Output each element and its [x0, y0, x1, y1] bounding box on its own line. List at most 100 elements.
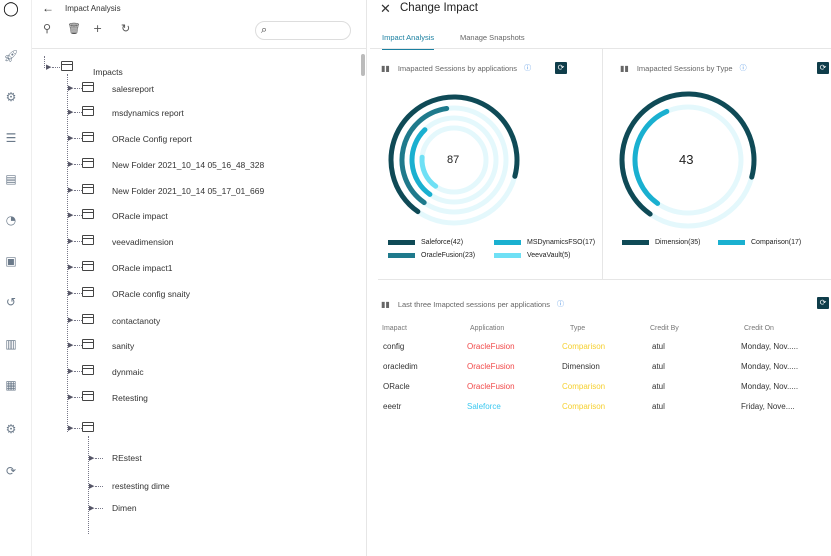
arc-veevavault[interactable]	[419, 154, 439, 189]
expand-arrow-icon[interactable]: ▶	[68, 85, 74, 92]
tree-node[interactable]: REstest	[112, 453, 142, 463]
folder-icon	[82, 365, 94, 375]
close-icon[interactable]: ✕	[380, 1, 391, 16]
expand-arrow-icon[interactable]: ▶	[89, 483, 95, 490]
tree-node[interactable]: ORacle Config report	[112, 134, 192, 144]
expand-arrow-icon[interactable]: ▶	[68, 425, 74, 432]
tree-node[interactable]: veevadimension	[112, 237, 174, 247]
column-header[interactable]: Type	[570, 325, 586, 332]
table-cell[interactable]: oracledim	[383, 362, 418, 371]
rocket-icon[interactable]: 🚀︎	[3, 49, 19, 63]
tree-node[interactable]: restesting dime	[112, 481, 170, 491]
sync-icon[interactable]: ⟳	[5, 464, 17, 478]
table-icon[interactable]: ▤	[5, 172, 17, 186]
search-input[interactable]: ⌕	[255, 21, 351, 40]
search-icon: ⌕	[261, 23, 268, 36]
analytics-icon[interactable]: ▦	[5, 378, 17, 392]
table-cell[interactable]: config	[383, 342, 405, 351]
info-icon[interactable]: ⓘ	[556, 300, 564, 308]
folder-icon	[82, 391, 94, 401]
chart-type	[619, 91, 757, 229]
refresh-button[interactable]: ⟳	[817, 297, 829, 309]
bar-chart-icon[interactable]: ▥	[5, 337, 17, 351]
table-cell: atul	[652, 362, 665, 371]
bar-chart-icon: ▮▮	[381, 299, 390, 309]
info-icon[interactable]: ⓘ	[524, 64, 532, 72]
list-icon[interactable]: ☰	[5, 131, 17, 145]
folder-icon	[82, 82, 94, 92]
settings-icon[interactable]: ⚙	[5, 422, 17, 436]
tree-node[interactable]: ORacle impact1	[112, 263, 173, 273]
expand-arrow-icon[interactable]: ▶	[68, 342, 74, 349]
tree-node[interactable]: salesreport	[112, 84, 155, 94]
add-icon[interactable]: +	[93, 22, 103, 35]
expand-arrow-icon[interactable]: ▶	[68, 264, 74, 271]
divider	[602, 49, 603, 279]
history-icon[interactable]: ↺	[5, 295, 17, 309]
report-icon[interactable]: ▣	[5, 254, 17, 268]
legend-item: OracleFusion(23)	[388, 252, 475, 259]
arc-saleforce[interactable]	[388, 94, 520, 215]
tree-node[interactable]: Retesting	[112, 393, 148, 403]
gear-icon[interactable]: ⚙	[5, 90, 17, 104]
delete-icon[interactable]: 🗑︎	[67, 22, 81, 35]
tree-node[interactable]: Dimen	[112, 503, 137, 513]
divider	[378, 279, 831, 280]
tree-node[interactable]: contactanoty	[112, 316, 161, 326]
arc-oraclefusion[interactable]	[399, 106, 450, 206]
scrollbar[interactable]	[361, 54, 365, 76]
column-header[interactable]: Credit On	[744, 325, 774, 332]
chart-applications	[388, 94, 520, 226]
table-cell[interactable]: eeetr	[383, 402, 402, 411]
expand-arrow-icon[interactable]: ▶	[68, 317, 74, 324]
expand-arrow-icon[interactable]: ▶	[68, 368, 74, 375]
arc-msdynamicsfso[interactable]	[409, 127, 433, 197]
pin-icon[interactable]: ⚲	[43, 22, 52, 35]
chart-title: Imapacted Sessions by applications	[397, 63, 518, 73]
tree-node[interactable]: New Folder 2021_10_14 05_16_48_328	[112, 160, 265, 170]
column-header[interactable]: Imapact	[382, 325, 407, 332]
tree-line	[67, 74, 68, 432]
tab-manage-snapshots[interactable]: Manage Snapshots	[460, 33, 525, 42]
expand-arrow-icon[interactable]: ▶	[89, 455, 95, 462]
expand-arrow-icon[interactable]: ▶	[68, 394, 74, 401]
back-arrow-icon[interactable]: ←	[42, 1, 54, 15]
info-icon[interactable]: ⓘ	[739, 64, 747, 72]
tree-line	[74, 371, 82, 372]
expand-arrow-icon[interactable]: ▶	[68, 238, 74, 245]
arc-comparison[interactable]	[632, 108, 670, 206]
center-value: 87	[447, 154, 460, 166]
expand-arrow-icon[interactable]: ▶	[89, 505, 95, 512]
expand-arrow-icon[interactable]: ▶	[68, 212, 74, 219]
expand-arrow-icon[interactable]: ▶	[68, 109, 74, 116]
refresh-button[interactable]: ⟳	[817, 62, 829, 74]
tree-node[interactable]: ORacle impact	[112, 211, 168, 221]
tree-node-root[interactable]: Impacts	[93, 67, 123, 77]
expand-arrow-icon[interactable]: ▶	[68, 161, 74, 168]
tree-node[interactable]: msdynamics report	[112, 108, 184, 118]
tree-line	[74, 138, 82, 139]
refresh-icon[interactable]: ↻	[121, 22, 131, 35]
column-header[interactable]: Credit By	[650, 325, 679, 332]
tree-node[interactable]: dynmaic	[112, 367, 144, 377]
expand-arrow-icon[interactable]: ▶	[68, 290, 74, 297]
tree-node[interactable]: sanity	[112, 341, 135, 351]
table-cell[interactable]: ORacle	[383, 382, 410, 391]
expand-arrow-icon[interactable]: ▶	[46, 64, 52, 71]
table-header: ▮▮ Last three Imapcted sessions per appl…	[381, 299, 564, 309]
tab-impact-analysis[interactable]: Impact Analysis	[382, 33, 435, 50]
expand-arrow-icon[interactable]: ▶	[68, 135, 74, 142]
divider	[32, 48, 367, 49]
tree-node[interactable]: ORacle config snaity	[112, 289, 190, 299]
tree-line	[74, 397, 82, 398]
column-header[interactable]: Application	[470, 325, 505, 332]
legend-item: Dimension(35)	[622, 239, 701, 246]
tree-line	[74, 112, 82, 113]
arc-dimension[interactable]	[619, 91, 757, 217]
tree-node[interactable]: New Folder 2021_10_14 05_17_01_669	[112, 186, 265, 196]
gauge-icon[interactable]: ◔	[5, 213, 17, 227]
legend-item: VeevaVault(5)	[494, 252, 570, 259]
folder-icon	[82, 235, 94, 245]
expand-arrow-icon[interactable]: ▶	[68, 187, 74, 194]
refresh-button[interactable]: ⟳	[555, 62, 567, 74]
